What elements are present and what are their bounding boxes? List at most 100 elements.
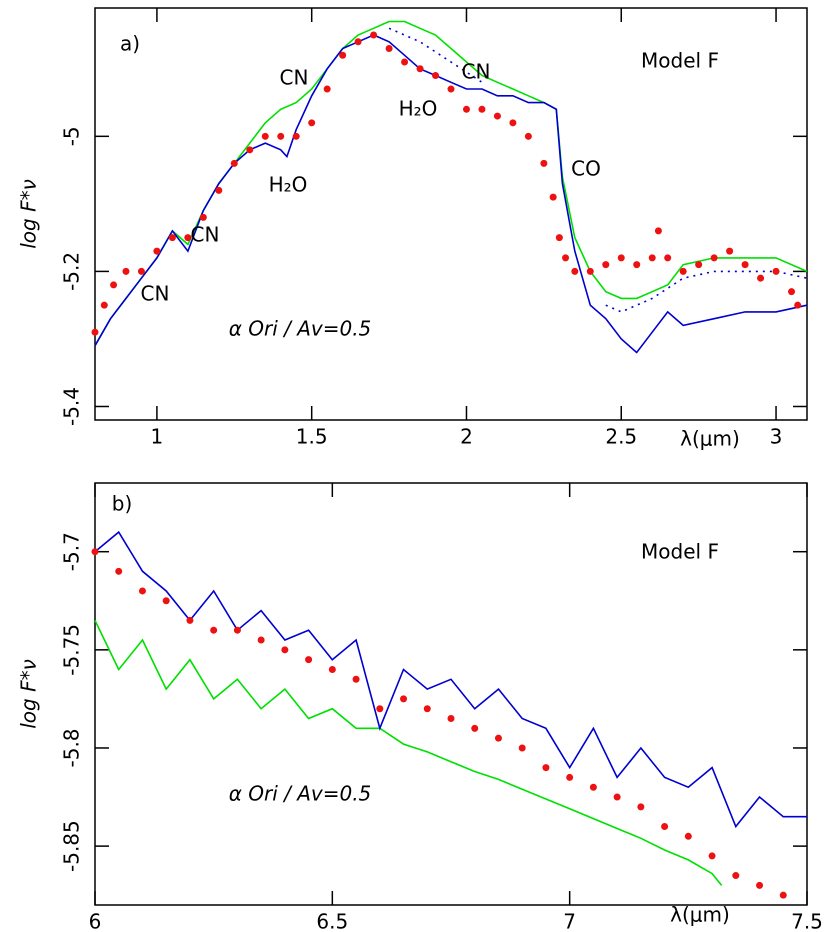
data-point — [732, 872, 740, 880]
data-point — [637, 803, 645, 811]
data-point — [261, 132, 269, 140]
x-tick-label: 6.5 — [316, 910, 348, 932]
data-point — [138, 587, 146, 595]
annotation: CO — [571, 157, 601, 181]
data-point — [540, 159, 548, 167]
data-point — [710, 254, 718, 262]
data-point — [184, 234, 192, 242]
y-tick-label: -5.8 — [60, 728, 84, 767]
data-point — [277, 132, 285, 140]
annotation: CN — [191, 223, 220, 247]
data-point — [695, 261, 703, 269]
data-point — [100, 301, 108, 309]
spectrum-line — [388, 27, 808, 313]
data-point — [518, 744, 526, 752]
data-point — [354, 38, 362, 46]
y-tick-label: -5.2 — [60, 252, 84, 291]
data-point — [779, 891, 787, 899]
data-point — [741, 261, 749, 269]
data-point — [233, 626, 241, 634]
x-tick-label: 6 — [89, 910, 102, 932]
x-axis-label: λ(μm) — [670, 903, 730, 927]
x-tick-label: 7.5 — [791, 910, 823, 932]
annotation: CN — [462, 60, 491, 84]
data-point — [493, 112, 501, 120]
data-point — [661, 822, 669, 830]
annotation: H₂O — [269, 173, 308, 197]
spectrum-line — [94, 34, 808, 354]
data-point — [385, 45, 393, 53]
y-tick-label: -5.4 — [60, 387, 84, 426]
annotation: H₂O — [399, 97, 438, 121]
data-point — [215, 186, 223, 194]
data-point — [589, 783, 597, 791]
data-point — [794, 301, 802, 309]
x-tick-label: 2.5 — [605, 425, 637, 449]
data-point — [115, 567, 123, 575]
data-point — [549, 193, 557, 201]
y-tick-label: -5.85 — [60, 820, 84, 872]
data-point — [91, 328, 99, 336]
data-point — [416, 65, 424, 73]
data-point — [186, 616, 194, 624]
annotation: a) — [120, 32, 140, 56]
data-point — [137, 267, 145, 275]
y-tick-label: -5.7 — [60, 532, 84, 571]
data-point — [432, 72, 440, 80]
data-point — [281, 646, 289, 654]
spectrum-line — [94, 530, 807, 829]
x-tick-label: 2 — [460, 425, 473, 449]
data-point — [708, 852, 716, 860]
data-point — [684, 832, 692, 840]
data-point — [509, 119, 517, 127]
annotation: b) — [112, 492, 133, 516]
x-tick-label: 3 — [770, 425, 783, 449]
data-point — [199, 213, 207, 221]
data-point — [524, 132, 532, 140]
data-point — [566, 773, 574, 781]
data-point — [788, 288, 796, 296]
data-point — [664, 254, 672, 262]
x-axis-label: λ(μm) — [680, 427, 740, 451]
data-point — [370, 31, 378, 39]
annotation: Model F — [641, 540, 719, 564]
data-point — [679, 267, 687, 275]
data-point — [542, 764, 550, 772]
data-point — [462, 105, 470, 113]
data-point — [756, 881, 764, 889]
data-point — [400, 695, 408, 703]
data-point — [376, 705, 384, 713]
data-point — [110, 281, 118, 289]
data-point — [571, 267, 579, 275]
data-point — [257, 636, 265, 644]
data-point — [246, 146, 254, 154]
data-point — [613, 793, 621, 801]
data-point — [494, 734, 502, 742]
data-point — [648, 254, 656, 262]
data-point — [726, 247, 734, 255]
data-point — [471, 724, 479, 732]
x-tick-label: 7 — [563, 910, 576, 932]
data-point — [586, 267, 594, 275]
panel-a-frame — [94, 7, 808, 421]
data-point — [91, 548, 99, 556]
data-point — [401, 58, 409, 66]
annotation: α Ori / Av=0.5 — [229, 317, 372, 341]
data-point — [772, 267, 780, 275]
data-point — [162, 597, 170, 605]
data-point — [305, 656, 313, 664]
annotation: Model F — [641, 49, 719, 73]
data-point — [562, 254, 570, 262]
data-point — [478, 105, 486, 113]
data-point — [447, 85, 455, 93]
data-point — [339, 51, 347, 59]
data-point — [654, 227, 662, 235]
x-tick-label: 1.5 — [296, 425, 328, 449]
data-point — [555, 234, 563, 242]
y-axis-label: log F*ν — [17, 179, 41, 249]
data-point — [153, 247, 161, 255]
data-point — [230, 159, 238, 167]
data-point — [617, 254, 625, 262]
data-point — [757, 274, 765, 282]
spectrum-line — [94, 620, 723, 886]
